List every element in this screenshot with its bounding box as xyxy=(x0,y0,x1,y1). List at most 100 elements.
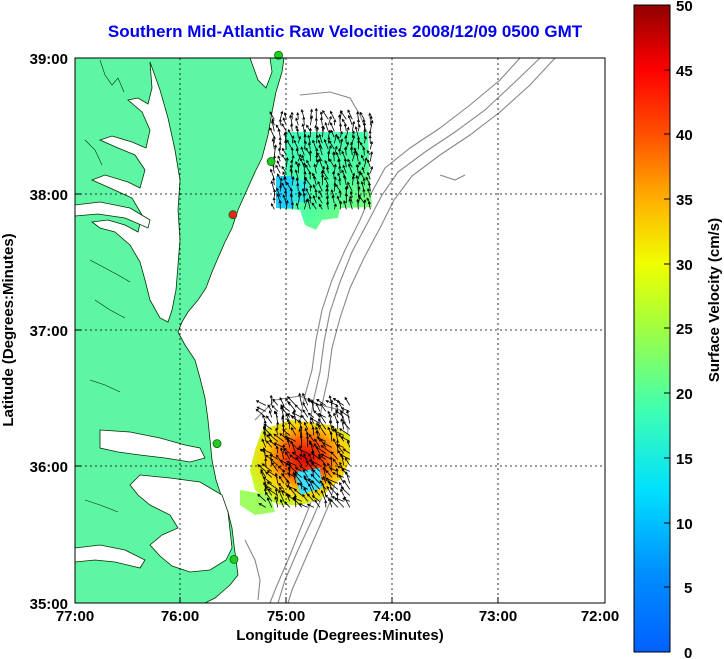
current-vector xyxy=(276,421,280,430)
current-vector xyxy=(312,175,317,186)
current-vector xyxy=(286,139,293,150)
current-vector xyxy=(335,492,340,502)
current-vector xyxy=(294,473,303,484)
current-vector xyxy=(330,451,339,460)
current-vector xyxy=(275,427,279,436)
potomac-river xyxy=(75,201,151,229)
x-tick-label: 73:00 xyxy=(479,608,517,625)
current-vector xyxy=(318,144,323,156)
current-vector xyxy=(289,168,293,180)
current-vector xyxy=(287,401,297,412)
current-vector xyxy=(265,471,273,478)
current-vector xyxy=(349,190,353,198)
current-vector xyxy=(287,396,297,406)
current-vector xyxy=(269,127,275,138)
current-vector xyxy=(271,462,279,472)
current-vector xyxy=(287,466,291,478)
current-vector xyxy=(308,127,312,138)
current-vector xyxy=(314,499,321,508)
current-vector xyxy=(345,471,351,484)
current-vector xyxy=(267,488,279,496)
current-vector xyxy=(357,123,361,132)
current-vector xyxy=(342,174,347,186)
current-vector xyxy=(291,426,297,436)
current-vector xyxy=(308,149,313,162)
current-vector xyxy=(351,175,355,186)
current-vector xyxy=(293,494,297,508)
current-vector xyxy=(329,467,338,472)
pamlico-sound xyxy=(129,474,233,573)
current-vector xyxy=(278,141,282,150)
current-vector xyxy=(367,182,371,192)
current-vector xyxy=(269,168,275,180)
current-vector xyxy=(294,169,299,180)
current-vector xyxy=(302,401,309,412)
x-tick-label: 72:00 xyxy=(581,608,619,625)
current-vector xyxy=(330,110,335,120)
current-vector xyxy=(286,418,297,430)
current-vector xyxy=(328,497,333,508)
current-vector xyxy=(361,166,365,174)
current-vector xyxy=(277,155,281,162)
current-vector xyxy=(310,451,321,460)
current-vector xyxy=(351,130,355,138)
current-vector xyxy=(281,414,285,424)
current-vector xyxy=(314,489,321,496)
current-vector xyxy=(341,169,347,180)
current-vector xyxy=(344,396,351,406)
current-vector xyxy=(288,486,297,496)
current-vector xyxy=(340,110,347,120)
current-vector xyxy=(295,202,299,210)
current-vector xyxy=(333,163,337,174)
current-vector xyxy=(338,123,343,132)
current-vector xyxy=(304,176,311,186)
chart-title: Southern Mid-Atlantic Raw Velocities 200… xyxy=(107,22,583,41)
current-vector xyxy=(311,495,321,502)
current-vector xyxy=(334,497,345,508)
current-vector xyxy=(339,200,343,210)
current-vector xyxy=(340,410,345,424)
current-vector xyxy=(338,165,342,174)
current-vector xyxy=(303,133,307,144)
current-vector xyxy=(322,442,332,448)
current-vector xyxy=(342,448,351,454)
current-vector xyxy=(347,109,353,120)
current-vector xyxy=(262,447,267,460)
current-vector xyxy=(281,165,287,174)
current-vector xyxy=(296,182,300,192)
radar-stations xyxy=(212,50,283,564)
current-vector xyxy=(275,164,281,174)
current-vector xyxy=(329,456,333,466)
current-vector xyxy=(291,451,303,460)
colorbar-tick-label: 35 xyxy=(676,192,693,209)
current-vector xyxy=(337,158,341,168)
current-vector xyxy=(338,114,342,126)
x-tick-label: 74:00 xyxy=(373,608,411,625)
current-vector xyxy=(301,123,305,132)
current-vector xyxy=(257,464,267,472)
current-vector xyxy=(335,183,341,192)
current-vector xyxy=(273,442,284,448)
current-vector xyxy=(261,438,267,448)
current-vector xyxy=(280,447,285,460)
current-vector xyxy=(316,152,323,162)
current-vector xyxy=(269,111,275,120)
current-vector xyxy=(300,146,305,156)
current-vector xyxy=(366,159,371,168)
current-vector xyxy=(313,163,317,174)
current-vector xyxy=(357,139,361,150)
current-vector xyxy=(285,156,289,168)
current-vector xyxy=(301,154,305,162)
current-vector xyxy=(369,165,374,174)
current-vector xyxy=(278,475,285,484)
current-vector xyxy=(294,467,303,472)
current-vector xyxy=(359,111,365,120)
current-vector xyxy=(369,119,374,132)
current-vector xyxy=(306,503,314,508)
current-vector xyxy=(287,128,293,138)
colorbar-tick-label: 15 xyxy=(676,451,693,468)
current-vector xyxy=(315,430,321,442)
current-vector xyxy=(315,159,320,168)
colorbar-tick-label: 25 xyxy=(676,321,693,338)
current-vector xyxy=(293,488,303,496)
